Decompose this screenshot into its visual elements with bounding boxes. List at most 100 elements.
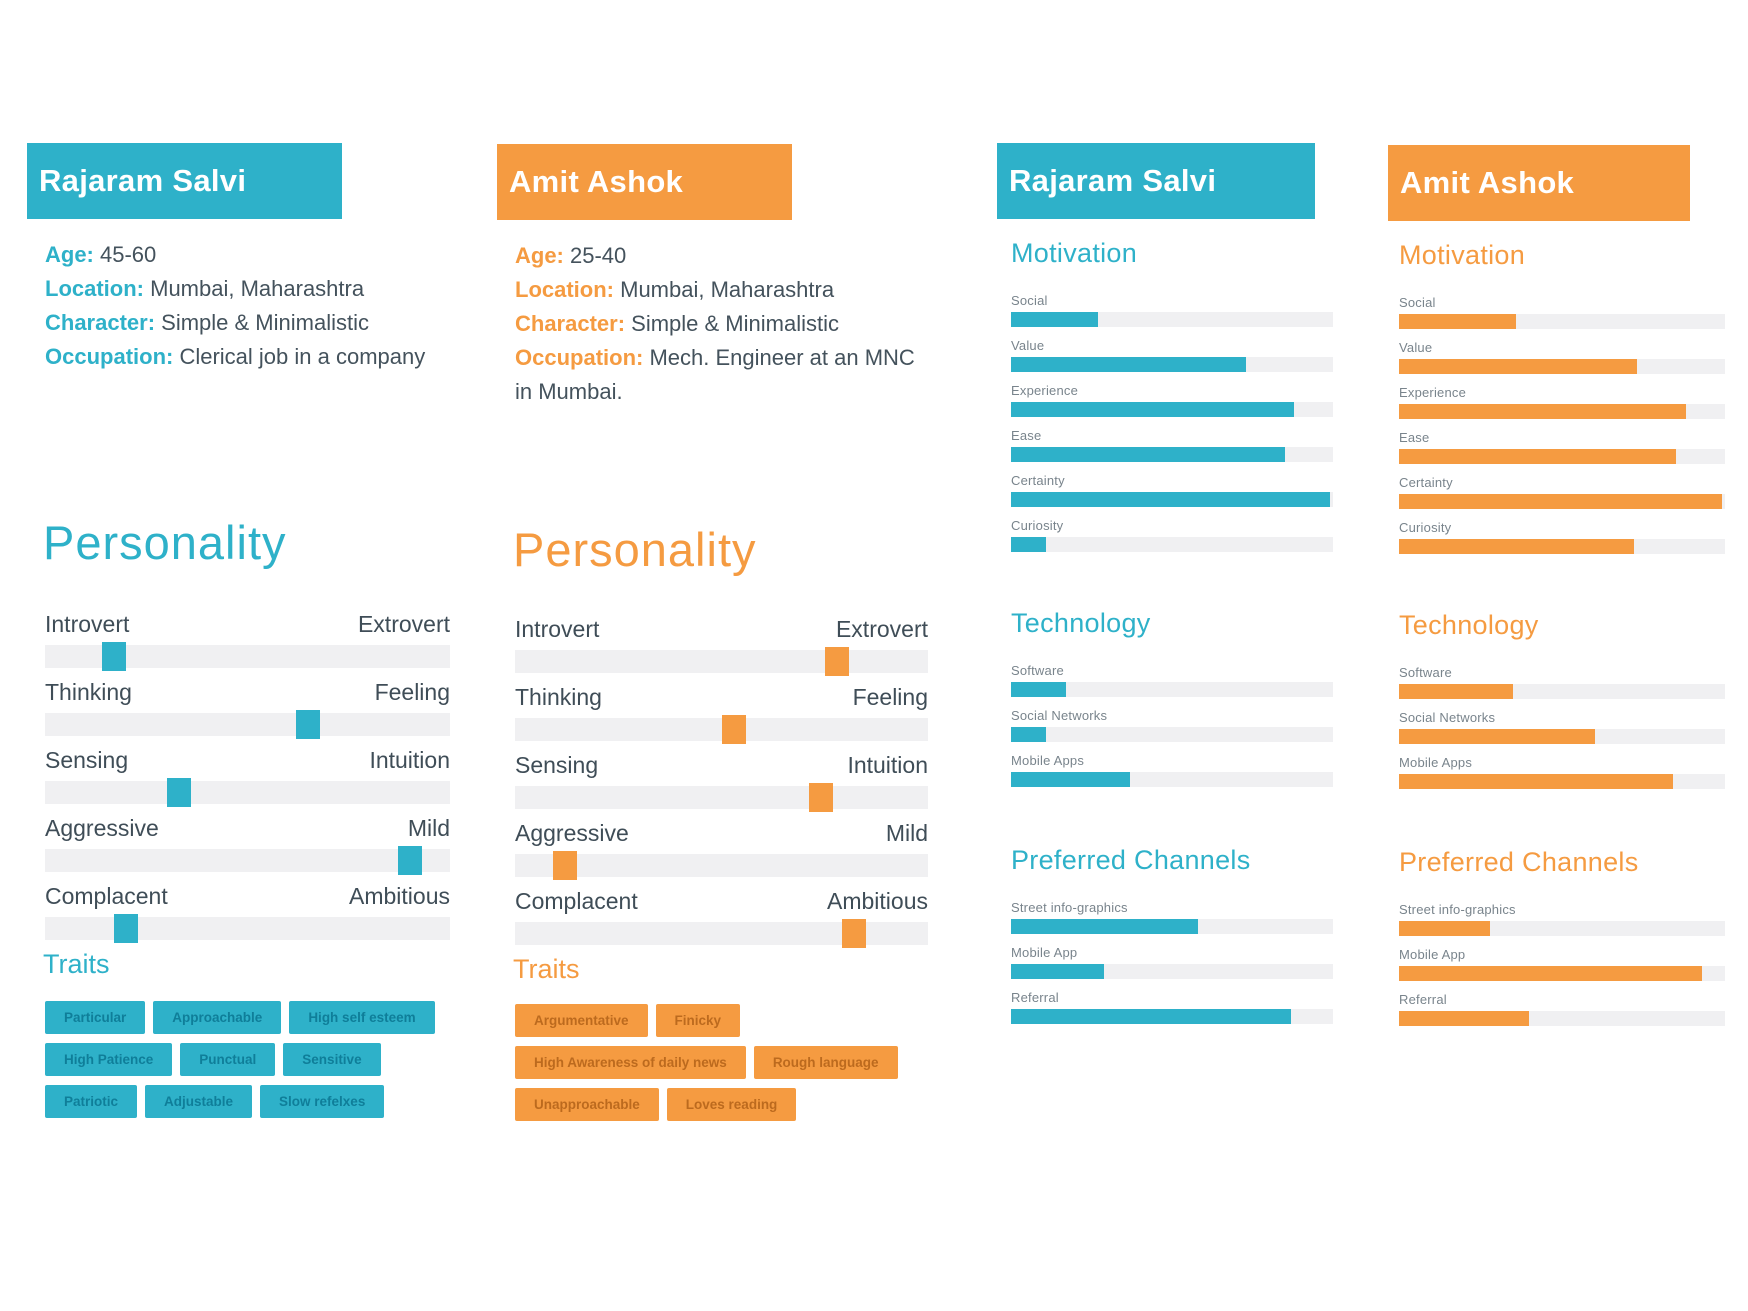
bar-label: Street info-graphics <box>1011 900 1128 915</box>
personality-slider: Introvert Extrovert <box>45 611 450 679</box>
persona-info: Age: 25-40 Location: Mumbai, Maharashtra C… <box>515 239 931 409</box>
slider-track <box>515 851 928 880</box>
persona-name-header: Rajaram Salvi <box>27 143 342 219</box>
persona-name-header: Rajaram Salvi <box>997 143 1315 219</box>
bar-track <box>1011 964 1333 979</box>
slider-right-label: Mild <box>407 815 450 841</box>
bar-label: Mobile App <box>1399 947 1466 962</box>
info-line: Location: Mumbai, Maharashtra <box>45 272 447 306</box>
section-title: Motivation <box>1399 240 1526 270</box>
persona-name-header: Amit Ashok <box>1388 145 1690 221</box>
info-line: Character: Simple & Minimalistic <box>45 306 447 340</box>
bar-label: Software <box>1399 665 1452 680</box>
personality-slider: Aggressive Mild <box>45 815 450 883</box>
bar-label: Social <box>1399 295 1436 310</box>
slider-right-label: Intuition <box>369 747 450 773</box>
bar-track <box>1011 1009 1333 1024</box>
bar-row: Street info-graphics <box>1011 900 1333 934</box>
info-line: Location: Mumbai, Maharashtra <box>515 273 931 307</box>
bar-track <box>1399 684 1725 699</box>
bar-row: Software <box>1011 663 1333 697</box>
bar-track <box>1399 449 1725 464</box>
slider-track <box>45 846 450 875</box>
persona-card-amit-ashok: Amit Ashok Age: 25-40 Location: Mumbai, M… <box>497 144 928 1244</box>
info-label: Age: <box>515 243 564 268</box>
bar-track <box>1399 966 1725 981</box>
slider-labels: Aggressive Mild <box>515 820 928 847</box>
bar-fill <box>1011 772 1131 787</box>
slider-track <box>515 783 928 812</box>
personality-sliders: Introvert Extrovert Thinking Feeling Sensing… <box>45 611 450 951</box>
bar-row: Value <box>1399 340 1725 374</box>
trait-chip: Unapproachable <box>515 1088 659 1121</box>
slider-marker <box>114 914 138 943</box>
traits-chips: Particular Approachable High self esteem Hi… <box>45 1001 455 1118</box>
bar-label: Software <box>1011 663 1064 678</box>
slider-track <box>45 710 450 739</box>
slider-track <box>45 914 450 943</box>
bar-track <box>1011 537 1333 552</box>
info-value: Clerical job in a company <box>173 344 426 369</box>
slider-right-label: Mild <box>885 820 928 846</box>
bar-label: Ease <box>1399 430 1430 445</box>
bar-label: Referral <box>1399 992 1447 1007</box>
info-value: Mumbai, Maharashtra <box>614 277 835 302</box>
section-title: Motivation <box>1011 238 1138 268</box>
bar-row: Certainty <box>1399 475 1725 509</box>
info-line: Occupation: Mech. Engineer at an MNC in … <box>515 341 931 409</box>
slider-marker <box>296 710 321 739</box>
bar-label: Certainty <box>1399 475 1453 490</box>
trait-chip: Approachable <box>153 1001 282 1034</box>
stats-section: Motivation Social Value Experience Ease Certa… <box>1399 240 1725 565</box>
info-label: Occupation: <box>515 345 644 370</box>
bar-fill <box>1399 539 1634 554</box>
personality-slider: Sensing Intuition <box>45 747 450 815</box>
stats-section: Preferred Channels Street info-graphics Mo… <box>1399 847 1725 1037</box>
bar-fill <box>1399 729 1595 744</box>
slider-left-label: Aggressive <box>45 815 159 841</box>
bar-label: Social <box>1011 293 1048 308</box>
bar-fill <box>1399 404 1686 419</box>
slider-labels: Aggressive Mild <box>45 815 450 842</box>
slider-right-label: Ambitious <box>827 888 928 914</box>
slider-marker <box>721 715 746 744</box>
slider-track <box>45 778 450 807</box>
bar-row: Referral <box>1399 992 1725 1026</box>
trait-chip: Slow refelxes <box>260 1085 385 1118</box>
personality-slider: Complacent Ambitious <box>45 883 450 951</box>
info-label: Location: <box>45 276 144 301</box>
slider-right-label: Intuition <box>847 752 928 778</box>
bar-track <box>1011 312 1333 327</box>
info-value: Mumbai, Maharashtra <box>144 276 365 301</box>
trait-chip: Loves reading <box>666 1088 797 1121</box>
slider-marker <box>101 642 126 671</box>
slider-left-label: Introvert <box>515 616 600 642</box>
bar-fill <box>1399 494 1722 509</box>
bar-row: Referral <box>1011 990 1333 1024</box>
bar-track <box>1011 447 1333 462</box>
personality-sliders: Introvert Extrovert Thinking Feeling Sensing… <box>515 616 928 956</box>
bar-fill <box>1399 359 1637 374</box>
info-value: 45-60 <box>93 242 157 267</box>
trait-chip: Sensitive <box>283 1043 381 1076</box>
bar-fill <box>1399 1011 1530 1026</box>
bar-label: Mobile Apps <box>1011 753 1085 768</box>
bar-row: Curiosity <box>1011 518 1333 552</box>
section-title: Preferred Channels <box>1399 847 1639 877</box>
bar-track <box>1011 402 1333 417</box>
slider-marker <box>166 778 191 807</box>
info-value: Mech. Engineer at an MNC in Mumbai. <box>515 345 915 404</box>
bar-track <box>1399 729 1725 744</box>
slider-left-label: Introvert <box>45 611 130 637</box>
bar-label: Value <box>1399 340 1433 355</box>
bar-track <box>1399 774 1725 789</box>
persona-stats-amit-ashok: Amit Ashok Motivation Social Value Experien… <box>1388 145 1725 1195</box>
info-label: Character: <box>515 311 626 336</box>
trait-chip: High self esteem <box>289 1001 435 1034</box>
bar-row: Experience <box>1011 383 1333 417</box>
traits-chips: Argumentative Finicky High Awareness of da… <box>515 1004 931 1121</box>
bar-label: Mobile App <box>1011 945 1078 960</box>
bar-track <box>1399 314 1725 329</box>
personality-slider: Aggressive Mild <box>515 820 928 888</box>
slider-track <box>45 642 450 671</box>
